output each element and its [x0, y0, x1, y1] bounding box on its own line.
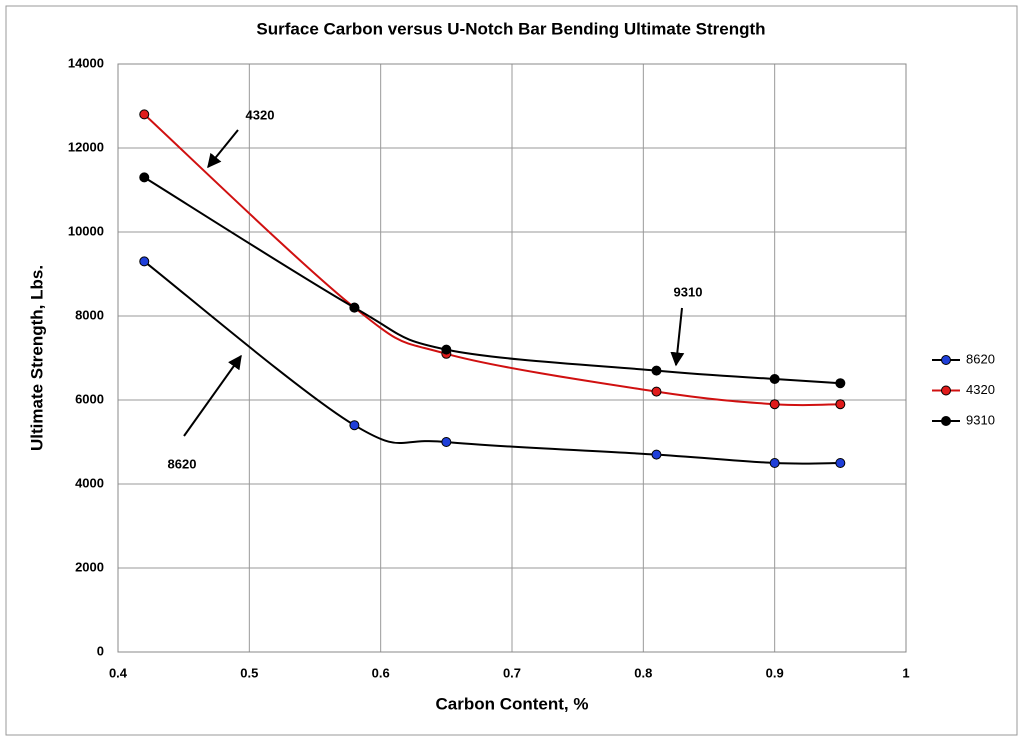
x-tick-label: 0.8 [634, 665, 652, 680]
annotation: 9310 [674, 284, 703, 299]
y-tick-label: 2000 [75, 559, 104, 574]
y-tick-label: 10000 [68, 223, 104, 238]
x-tick-label: 0.7 [503, 665, 521, 680]
data-point [651, 365, 662, 376]
data-point [139, 109, 150, 120]
data-point [441, 437, 452, 447]
legend-swatch [941, 355, 951, 365]
data-point [349, 302, 360, 313]
y-tick-label: 12000 [68, 139, 104, 154]
y-tick-label: 4000 [75, 475, 104, 490]
data-point [349, 420, 360, 431]
annotation-arrow [183, 354, 242, 437]
data-point [769, 458, 780, 468]
data-point [835, 399, 846, 410]
data-point [769, 374, 780, 384]
legend-swatch [941, 385, 951, 396]
x-tick-label: 0.5 [240, 665, 258, 680]
plot-border [117, 63, 907, 653]
annotation-arrow [670, 307, 685, 367]
data-point [835, 378, 846, 389]
grid: 0 2000 4000 6000 8000 10000 12000 14000 0.4 0.5 0.… [68, 55, 910, 680]
data-point [835, 458, 846, 468]
legend-label: 9310 [966, 412, 995, 427]
y-axis-label: Ultimate Strength, Lbs. [27, 265, 46, 451]
data-point [651, 386, 662, 397]
legend-label: 8620 [966, 351, 995, 366]
legend: 8620 4320 9310 [932, 351, 995, 427]
data-point [139, 256, 150, 267]
x-tick-label: 0.9 [766, 665, 784, 680]
x-axis-label: Carbon Content, % [436, 694, 589, 713]
x-tick-label: 0.6 [372, 665, 390, 680]
y-tick-label: 8000 [75, 307, 104, 322]
chart-title: Surface Carbon versus U-Notch Bar Bendin… [256, 19, 765, 38]
y-tick-label: 0 [97, 643, 104, 658]
annotation: 8620 [168, 456, 197, 471]
annotation-arrow [207, 129, 239, 169]
plot [139, 109, 846, 468]
data-point [651, 449, 662, 460]
data-point [769, 399, 780, 410]
x-tick-label: 0.4 [109, 665, 128, 680]
legend-swatch [941, 416, 951, 426]
legend-label: 4320 [966, 382, 995, 397]
data-point [139, 172, 150, 183]
x-tick-label: 1 [902, 665, 909, 680]
annotation: 4320 [246, 107, 275, 122]
y-tick-label: 6000 [75, 391, 104, 406]
y-tick-label: 14000 [68, 55, 104, 70]
data-point [441, 344, 452, 355]
